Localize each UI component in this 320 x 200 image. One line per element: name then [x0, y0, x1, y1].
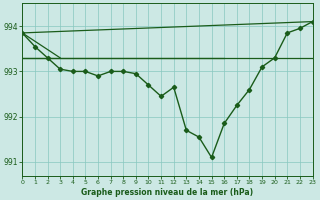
X-axis label: Graphe pression niveau de la mer (hPa): Graphe pression niveau de la mer (hPa)	[81, 188, 253, 197]
